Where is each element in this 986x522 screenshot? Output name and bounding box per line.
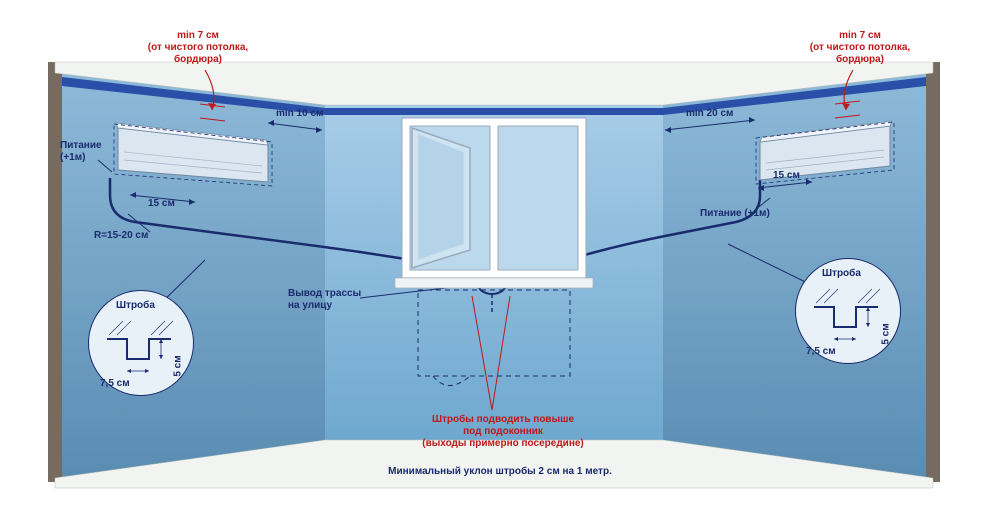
label-power-left: Питание (+1м) [60, 140, 102, 164]
label-shtroba-left: Штроба [116, 300, 155, 312]
label-min7-right: min 7 см (от чистого потолка, бордюра) [790, 30, 930, 66]
label-under-sill: Штробы подводить повыше под подоконник (… [408, 414, 598, 450]
label-power-right: Питание (+1м) [700, 208, 770, 220]
label-5-left: 5 см [173, 355, 185, 376]
label-75-left: 7,5 см [100, 378, 130, 390]
label-outlet: Вывод трассы на улицу [288, 288, 361, 312]
label-min7-left: min 7 см (от чистого потолка, бордюра) [128, 30, 268, 66]
label-15-left: 15 см [148, 198, 175, 210]
label-min10: min 10 см [276, 108, 323, 120]
label-radius: R=15-20 см [94, 230, 148, 242]
label-min20: min 20 см [686, 108, 733, 120]
label-75-right: 7,5 см [806, 346, 836, 358]
label-5-right: 5 см [881, 323, 893, 344]
label-slope: Минимальный уклон штробы 2 см на 1 метр. [360, 466, 640, 478]
label-shtroba-right: Штроба [822, 268, 861, 280]
label-15-right: 15 см [773, 170, 800, 182]
